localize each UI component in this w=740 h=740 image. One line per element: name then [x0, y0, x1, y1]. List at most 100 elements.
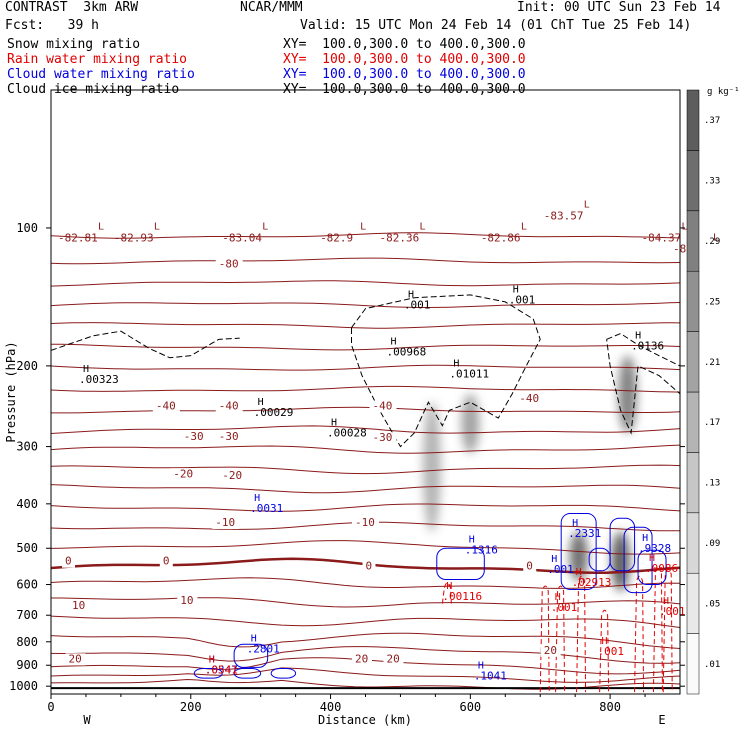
isotherm-label-bg — [159, 555, 173, 568]
isotherm-line — [51, 322, 680, 329]
snow-ice-max-label-h-marker: H — [331, 417, 337, 428]
snow-ice-max-label-h-marker: H — [453, 358, 459, 369]
isotherm-label: -20 — [173, 467, 193, 480]
cloud-water-max-label: .1041 — [474, 670, 507, 683]
cloud-water-max-label: .2331 — [568, 527, 601, 540]
isotherm-label: -40 — [156, 400, 176, 413]
colorbar: .01 .05 .09 .13 .17 .21 .25 .29 .33 .37 — [686, 89, 720, 695]
isotherm-label-bg — [523, 560, 537, 573]
x-tick-label: 0 — [47, 700, 54, 714]
colorbar-label: .05 — [704, 599, 720, 609]
colorbar-box — [686, 452, 700, 514]
cloud-water-max-label-h-marker: H — [572, 518, 578, 529]
cloud-water-max-label: .001 — [547, 563, 574, 576]
rain-contour — [555, 585, 566, 693]
field-xy-rain: XY= 100.0,300.0 to 400.0,300.0 — [283, 52, 526, 67]
rain-max-label-h-marker: H — [209, 654, 215, 665]
cloud-water-max-label: .0347 — [205, 663, 238, 676]
snow-ice-max-label: .001 — [509, 293, 536, 306]
isotherm-label: -30 — [219, 430, 239, 443]
cloud-water-max-label: .1316 — [465, 544, 498, 557]
isotherm-label: 0 — [65, 555, 72, 568]
x-tick-label: 400 — [320, 700, 342, 714]
cloud-water-max-label-h-marker: H — [642, 533, 648, 544]
colorbar-unit: g kg⁻¹ — [707, 87, 740, 97]
isotherm-line — [51, 232, 680, 239]
isotherm-line — [51, 577, 680, 589]
y-tick-label: 100 — [16, 221, 38, 235]
isotherm-label: -30 — [372, 431, 392, 444]
cloud-water-contour — [560, 513, 597, 590]
cloud-water-contour — [233, 643, 269, 668]
temperature-low-marker: L — [713, 233, 719, 244]
temperature-extremum-label: -83.57 — [544, 210, 584, 223]
snow-ice-max-label: .00028 — [327, 426, 367, 439]
cloud-water-max-label: .9328 — [638, 542, 671, 555]
isotherm-label-bg — [219, 469, 247, 482]
colorbar-box — [686, 391, 700, 453]
snow-ice-max-label: .00029 — [254, 406, 294, 419]
snow-ice-max-label: .0136 — [631, 339, 664, 352]
rain-max-label: .0541 — [205, 663, 238, 676]
isotherm-line — [51, 484, 680, 494]
contour-labels: -80 -40 -40 -40 -40 -30 -30 -30 -20 -20 -10 -10 0 0 0 0… — [58, 200, 719, 683]
isotherm-label-bg — [352, 653, 373, 666]
temperature-extremum-label: -82.9 — [320, 232, 353, 245]
isotherm-label: -40 — [219, 400, 239, 413]
cloud-water-max-label-h-marker: H — [254, 493, 260, 504]
y-tick-label: 500 — [16, 541, 38, 555]
isotherm-label: 10 — [180, 594, 193, 607]
cloud-ice-contours — [51, 294, 680, 448]
field-label-cloud-water: Cloud water mixing ratio — [7, 67, 195, 82]
colorbar-label: .13 — [704, 479, 720, 489]
cloud-water-contours — [193, 513, 667, 679]
y-tick-label: 300 — [16, 440, 38, 454]
temperature-contours — [51, 232, 680, 690]
cloud-ice-contour — [51, 330, 240, 359]
snow-ice-max-label-h-marker: H — [258, 397, 264, 408]
isotherm-label-bg — [61, 555, 75, 568]
cloud-water-contour — [637, 549, 667, 586]
field-label-rain: Rain water mixing ratio — [7, 52, 188, 67]
y-tick-label: 800 — [16, 635, 38, 649]
isotherm-label: -20 — [222, 469, 242, 482]
isotherm-line — [51, 425, 680, 434]
cloud-water-contour — [588, 547, 611, 572]
isotherm-line — [51, 406, 680, 414]
isotherm-line — [51, 615, 680, 628]
isotherm-label: 20 — [386, 652, 399, 665]
isotherm-label: 10 — [72, 599, 85, 612]
snow-shading-core — [569, 531, 588, 582]
temperature-low-marker: L — [360, 222, 366, 233]
cloud-ice-contour — [351, 294, 541, 448]
temperature-extremum-label: -82.81 — [58, 232, 98, 245]
y-tick-label: 600 — [16, 578, 38, 592]
snow-ice-max-label-h-marker: H — [408, 290, 414, 301]
colorbar-label: .33 — [704, 177, 720, 187]
cloud-water-contour — [193, 668, 223, 679]
colorbar-label: .29 — [704, 237, 720, 247]
cloud-ice-contour — [606, 332, 680, 435]
snow-shading-core — [618, 355, 637, 433]
rain-max-label: .0086 — [645, 562, 678, 575]
snow-ice-max-label-h-marker: H — [513, 284, 519, 295]
cloud-water-max-label-h-marker: H — [478, 661, 484, 672]
rain-max-label: .001 — [598, 645, 625, 658]
isotherm-line — [51, 503, 680, 512]
isotherm-label: -10 — [215, 516, 235, 529]
field-xy-snow: XY= 100.0,300.0 to 400.0,300.0 — [283, 37, 526, 52]
colorbar-label: .37 — [704, 116, 720, 126]
temperature-extremum-label: -82.36 — [379, 232, 419, 245]
isotherm-label-bg — [352, 516, 380, 529]
isotherm-label-bg — [362, 560, 376, 573]
isotherm-label-bg — [180, 430, 208, 443]
x-tick-label: 200 — [180, 700, 202, 714]
snow-ice-max-label: .00323 — [79, 373, 119, 386]
isotherm-label: 20 — [68, 652, 81, 665]
temperature-low-marker: L — [262, 222, 268, 233]
isotherm-label-bg — [369, 432, 397, 445]
snow-ice-max-label-h-marker: H — [83, 364, 89, 375]
isotherm-label: -30 — [184, 430, 204, 443]
rain-contour — [539, 585, 550, 693]
colorbar-box — [686, 150, 700, 212]
